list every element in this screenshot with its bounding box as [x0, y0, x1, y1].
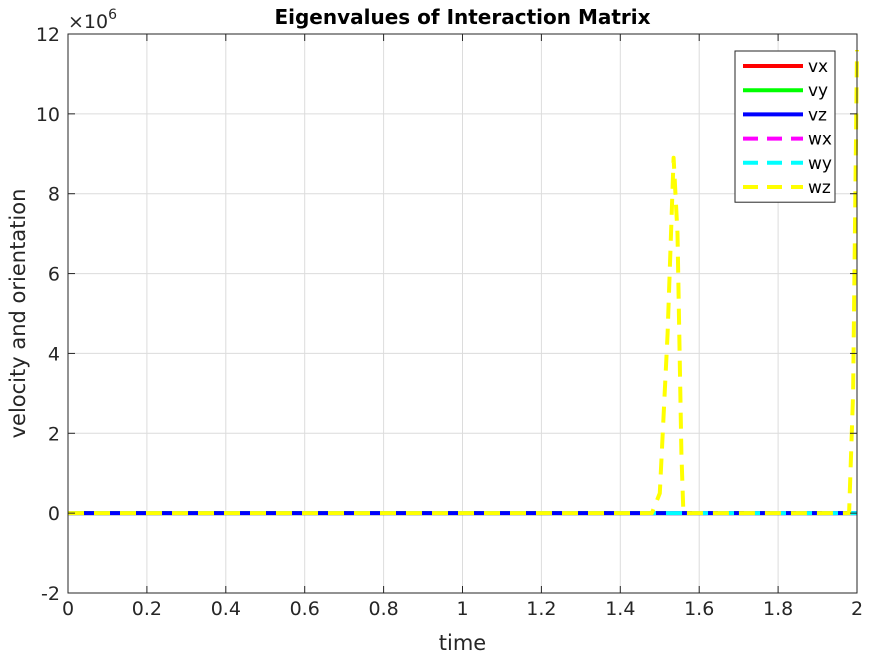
x-tick-label: 1: [456, 598, 468, 620]
x-tick-label: 0.4: [211, 598, 241, 620]
x-tick-label: 0.6: [290, 598, 320, 620]
x-tick-label: 0.2: [132, 598, 162, 620]
y-tick-label: 6: [48, 264, 60, 286]
series-layer: [68, 49, 859, 516]
x-axis-label: time: [439, 631, 486, 655]
legend-label-wx: wx: [808, 130, 832, 150]
legend-label-wz: wz: [808, 178, 831, 198]
x-tick-label: 1.4: [605, 598, 635, 620]
y-tick-label: 0: [48, 503, 60, 525]
x-tick-label: 2: [851, 598, 863, 620]
x-tick-label: 1.8: [763, 598, 793, 620]
y-tick-label: 8: [48, 184, 60, 206]
y-tick-label: 2: [48, 423, 60, 445]
y-exponent-label: ×106: [68, 7, 117, 33]
legend-label-vy: vy: [808, 81, 828, 101]
x-tick-label: 1.2: [526, 598, 556, 620]
x-tick-label: 1.6: [684, 598, 714, 620]
series-line-wz: [68, 49, 859, 516]
chart-title: Eigenvalues of Interaction Matrix: [274, 5, 650, 29]
x-tick-label: 0.8: [368, 598, 398, 620]
legend: vx vy vz wx wy wz: [734, 50, 836, 203]
y-axis-label: velocity and orientation: [6, 189, 30, 439]
legend-label-vx: vx: [808, 57, 828, 77]
x-tick-label: 0: [62, 598, 74, 620]
y-tick-label: 4: [48, 343, 60, 365]
y-tick-label: -2: [41, 583, 60, 605]
legend-label-vz: vz: [808, 105, 827, 125]
legend-box: [734, 50, 836, 203]
y-tick-label: 10: [36, 104, 60, 126]
legend-label-wy: wy: [808, 154, 832, 174]
y-tick-label: 12: [36, 24, 60, 46]
